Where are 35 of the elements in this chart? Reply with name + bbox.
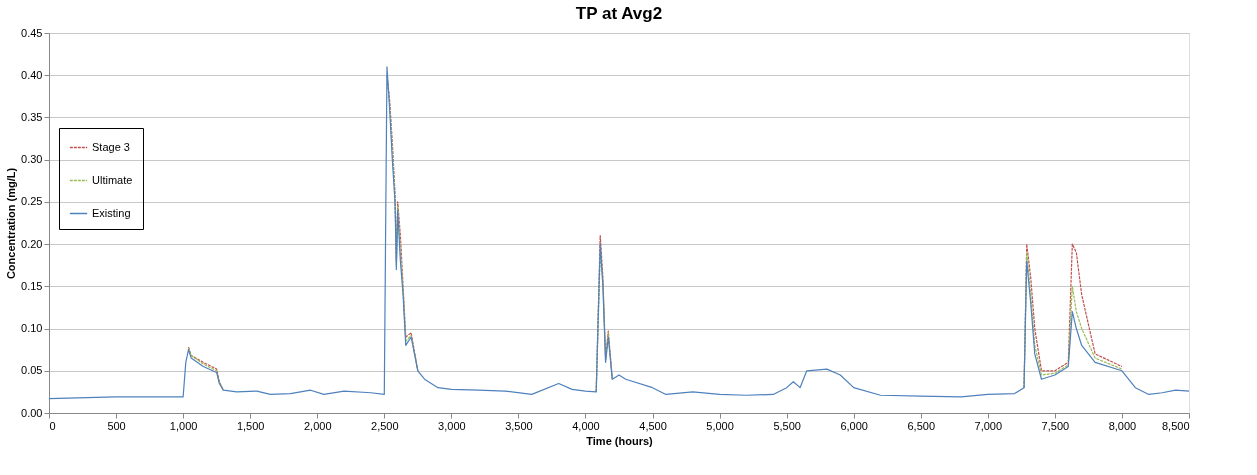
x-tick-label: 7,000 [974, 419, 1003, 432]
x-tick-label: 7,500 [1041, 419, 1070, 432]
x-tick-label: 8,000 [1108, 419, 1137, 432]
chart-title: TP at Avg2 [575, 4, 663, 23]
y-tick-label: 0.10 [21, 322, 43, 335]
x-tick-label: 5,000 [706, 419, 734, 432]
x-tick-label: 6,000 [840, 419, 868, 432]
x-axis-title: Time (hours) [586, 434, 654, 447]
y-tick-label: 0.00 [21, 406, 43, 419]
y-tick-label: 0.05 [21, 364, 43, 377]
y-tick-label: 0.25 [21, 195, 43, 208]
x-tick-label: 0 [49, 419, 56, 432]
x-tick-label: 3,000 [438, 419, 466, 432]
x-tick-label: 6,500 [907, 419, 936, 432]
x-tick-label: 5,500 [773, 419, 801, 432]
x-tick-label: 8,500 [1161, 419, 1190, 432]
legend-label: Stage 3 [92, 140, 130, 153]
x-tick-label: 4,000 [572, 419, 600, 432]
x-tick-label: 1,500 [236, 419, 265, 432]
y-tick-label: 0.45 [21, 26, 43, 39]
line-series [48, 66, 1190, 400]
x-tick-label: 1,000 [169, 419, 198, 432]
x-tick-label: 500 [107, 419, 126, 432]
x-tick-label: 2,000 [303, 419, 332, 432]
y-tick-label: 0.15 [21, 279, 43, 292]
y-tick-label: 0.40 [21, 68, 43, 81]
legend-label: Ultimate [92, 173, 133, 186]
y-axis-title: Concentration (mg/L) [5, 167, 18, 280]
x-tick-label: 2,500 [371, 419, 399, 432]
x-tick-label: 3,500 [505, 419, 533, 432]
y-tick-label: 0.30 [21, 153, 43, 166]
y-tick-label: 0.35 [21, 110, 43, 123]
legend-label: Existing [92, 206, 131, 219]
x-tick-label: 4,500 [639, 419, 667, 432]
y-tick-label: 0.20 [21, 237, 43, 250]
